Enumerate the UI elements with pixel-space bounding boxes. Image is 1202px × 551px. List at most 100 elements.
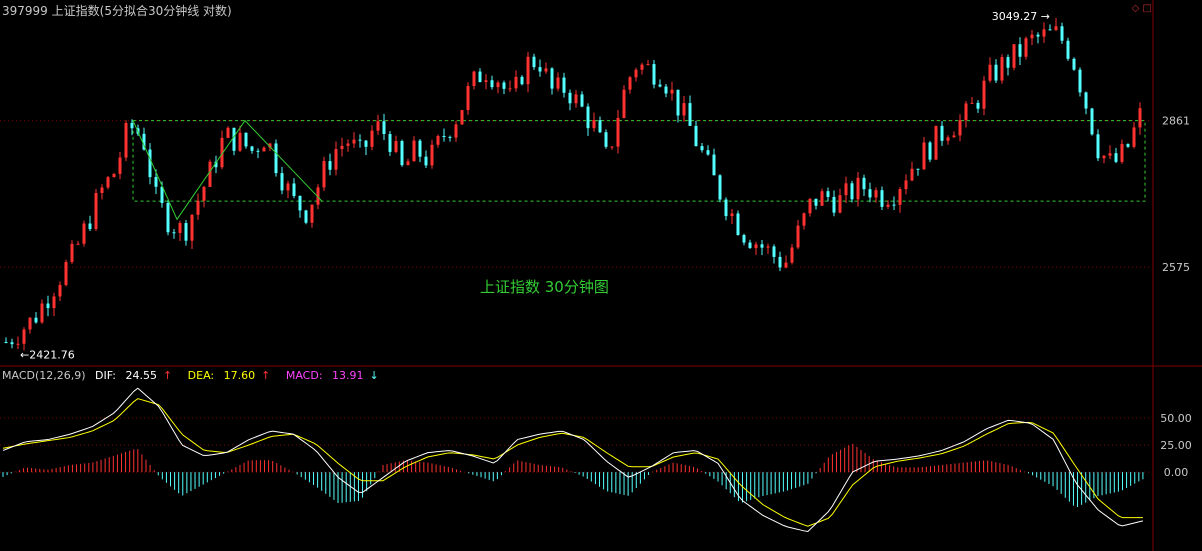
candle-body — [910, 168, 914, 181]
dif-value: 24.55 — [125, 369, 157, 382]
candle-body — [190, 214, 194, 241]
macd-tick-label: 25.00 — [1160, 439, 1192, 452]
candle-body — [154, 177, 158, 187]
candle-body — [922, 142, 926, 170]
macd-arrow-icon: ↓ — [369, 369, 379, 382]
candle-body — [82, 223, 86, 244]
candle-body — [304, 210, 308, 223]
candle-body — [46, 303, 50, 309]
window-controls[interactable]: ◇ □ — [1132, 3, 1152, 14]
zigzag-polyline — [132, 119, 323, 221]
candle-body — [874, 190, 878, 198]
candle-body — [550, 68, 554, 89]
candle-body — [274, 143, 278, 174]
candle-body — [856, 177, 860, 200]
candle-body — [766, 246, 770, 248]
candle-body — [976, 102, 980, 109]
candle-body — [646, 64, 650, 66]
low-price-annotation: ←2421.76 — [20, 348, 75, 361]
dif-label: DIF: — [95, 369, 116, 382]
dif-arrow-icon: ↑ — [162, 369, 173, 382]
candle-body — [850, 183, 854, 200]
zigzag-line — [132, 119, 323, 221]
candle-body — [76, 243, 80, 245]
candle-body — [28, 317, 32, 330]
candle-body — [946, 137, 950, 141]
candle-body — [370, 130, 374, 147]
candle-body — [640, 64, 644, 70]
candle-body — [814, 198, 818, 206]
candle-body — [652, 64, 656, 85]
candle-body — [538, 67, 542, 72]
candle-body — [214, 161, 218, 168]
candle-body — [316, 187, 320, 205]
candle-body — [244, 132, 248, 147]
candle-body — [424, 156, 428, 166]
candle-body — [52, 296, 56, 309]
candle-body — [1054, 26, 1058, 31]
candle-body — [760, 244, 764, 248]
price-tick-label: 2575 — [1162, 261, 1190, 274]
candle-body — [544, 68, 548, 72]
candle-body — [1096, 134, 1100, 159]
candle-body — [820, 191, 824, 206]
candle-body — [1102, 155, 1106, 159]
candle-body — [808, 198, 812, 214]
candle-body — [1042, 29, 1046, 37]
candle-body — [952, 135, 956, 138]
candle-body — [280, 173, 284, 191]
candle-body — [382, 121, 386, 135]
candle-body — [64, 261, 68, 285]
candle-body — [982, 80, 986, 109]
candle-body — [40, 303, 44, 323]
dea-label: DEA: — [187, 369, 215, 382]
candle-body — [202, 186, 206, 201]
candle-body — [592, 120, 596, 129]
candle-body — [220, 137, 224, 168]
candle-body — [664, 86, 668, 94]
chart-caption: 上证指数 30分钟图 — [480, 278, 609, 296]
candle-body — [196, 200, 200, 215]
candle-body — [892, 204, 896, 206]
candle-body — [634, 69, 638, 78]
candle-body — [436, 135, 440, 145]
candle-body — [622, 89, 626, 118]
candle-body — [1132, 127, 1136, 147]
candle-body — [796, 225, 800, 248]
candle-body — [334, 149, 338, 170]
macd-label: MACD: — [285, 369, 323, 382]
candle-body — [574, 94, 578, 104]
candle-body — [166, 202, 170, 233]
candle-body — [802, 213, 806, 226]
candle-body — [514, 76, 518, 89]
candle-body — [268, 143, 272, 148]
restore-icon[interactable]: □ — [1142, 3, 1152, 14]
candle-body — [106, 177, 110, 188]
candle-body — [898, 189, 902, 205]
candle-body — [1012, 44, 1016, 68]
candle-body — [916, 168, 920, 170]
candle-body — [790, 247, 794, 263]
consolidation-box — [132, 120, 1146, 202]
candle-body — [262, 147, 266, 152]
candle-body — [94, 192, 98, 230]
dea-arrow-icon: ↑ — [261, 369, 271, 382]
candle-body — [1108, 153, 1112, 156]
candle-body — [322, 161, 326, 188]
candle-body — [724, 199, 728, 217]
candle-body — [628, 77, 632, 90]
candle-body — [352, 139, 356, 144]
candle-body — [124, 122, 128, 158]
candle-body — [508, 88, 512, 90]
candle-body — [1072, 58, 1076, 70]
candle-body — [970, 102, 974, 104]
candle-body — [844, 183, 848, 196]
candle-body — [10, 342, 14, 345]
diamond-icon[interactable]: ◇ — [1131, 3, 1140, 14]
candle-body — [676, 89, 680, 116]
candle-body — [940, 125, 944, 141]
chart-title: 397999 上证指数(5分拟合30分钟线 对数) — [2, 2, 232, 19]
